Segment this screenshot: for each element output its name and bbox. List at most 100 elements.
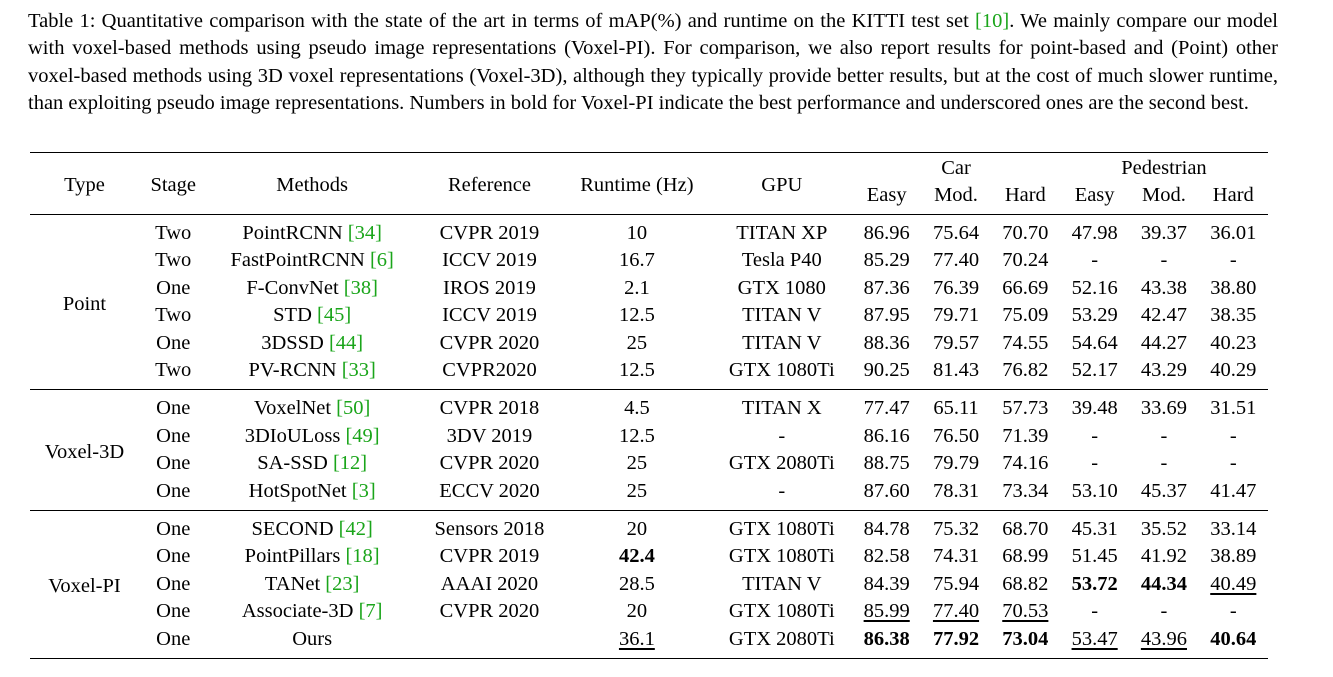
citation-link[interactable]: [18] xyxy=(345,545,380,568)
citation-link[interactable]: [45] xyxy=(317,304,352,327)
method-name: VoxelNet xyxy=(253,397,332,420)
ped-easy-value: 47.98 xyxy=(1071,222,1118,244)
stage-cell: Two xyxy=(155,249,192,272)
ped-mod-cell: - xyxy=(1129,450,1198,477)
runtime-cell: 25 xyxy=(562,478,711,511)
runtime-value: 20 xyxy=(626,600,648,623)
stage-cell: One xyxy=(156,572,191,595)
car-easy-cell: 84.78 xyxy=(852,511,921,544)
citation-link[interactable]: [49] xyxy=(345,424,380,447)
ped-easy-value: 53.29 xyxy=(1071,304,1118,327)
caption-citation[interactable]: [10] xyxy=(975,10,1010,32)
table-row: One 3DIoULoss [49] 3DV 2019 12.5 - 86.16 76.50… xyxy=(30,423,1268,450)
car-easy-cell: 87.36 xyxy=(852,275,921,302)
stage-cell: One xyxy=(156,397,191,420)
stage-cell: One xyxy=(156,452,191,475)
citation-link[interactable]: [44] xyxy=(328,331,364,354)
car-mod-cell: 79.57 xyxy=(921,330,990,357)
ped-hard-cell: - xyxy=(1199,423,1268,450)
citation-link[interactable]: [50] xyxy=(336,397,371,420)
car-hard-cell: 66.69 xyxy=(991,275,1060,302)
car-easy-value: 87.60 xyxy=(863,479,910,502)
car-hard-cell: 70.24 xyxy=(991,247,1060,274)
ped-mod-value: 39.37 xyxy=(1140,222,1187,244)
car-easy-cell: 88.36 xyxy=(852,330,921,357)
ped-hard-cell: 36.01 xyxy=(1199,215,1268,248)
table-row: Two PV-RCNN [33] CVPR2020 12.5 GTX 1080Ti 90.… xyxy=(30,357,1268,390)
header-runtime: Runtime (Hz) xyxy=(580,173,694,196)
citation-link[interactable]: [42] xyxy=(338,518,373,541)
car-easy-value: 88.36 xyxy=(863,331,910,354)
ped-hard-value: 31.51 xyxy=(1210,397,1257,420)
citation-link[interactable]: [33] xyxy=(341,359,376,382)
ped-mod-cell: 44.27 xyxy=(1129,330,1198,357)
ped-easy-cell: 39.48 xyxy=(1060,390,1129,423)
citation-link[interactable]: [38] xyxy=(343,276,378,299)
runtime-value: 12.5 xyxy=(618,424,655,447)
car-easy-value: 77.47 xyxy=(863,397,910,420)
car-hard-value: 70.24 xyxy=(1002,249,1049,272)
ped-hard-cell: - xyxy=(1199,450,1268,477)
car-mod-cell: 81.43 xyxy=(921,357,990,390)
car-easy-cell: 87.60 xyxy=(852,478,921,511)
header-type: Type xyxy=(64,173,105,196)
reference-cell: CVPR 2018 xyxy=(439,397,540,420)
runtime-cell: 36.1 xyxy=(562,626,711,659)
gpu-cell: - xyxy=(778,479,786,502)
ped-mod-cell: 35.52 xyxy=(1129,511,1198,544)
runtime-value: 36.1 xyxy=(618,627,655,650)
car-mod-cell: 75.32 xyxy=(921,511,990,544)
ped-mod-value: - xyxy=(1160,600,1168,623)
car-mod-cell: 65.11 xyxy=(921,390,990,423)
table-row: One HotSpotNet [3] ECCV 2020 25 - 87.60 78.31 7… xyxy=(30,478,1268,511)
car-easy-cell: 86.38 xyxy=(852,626,921,659)
type-cell: Voxel-3D xyxy=(44,441,125,464)
ped-hard-value: 40.49 xyxy=(1210,572,1257,595)
car-hard-value: 57.73 xyxy=(1002,397,1049,420)
car-mod-value: 79.71 xyxy=(932,304,980,327)
car-easy-cell: 77.47 xyxy=(852,390,921,423)
table-row: One PointPillars [18] CVPR 2019 42.4 GTX 108… xyxy=(30,543,1268,570)
ped-easy-value: 53.47 xyxy=(1071,627,1118,650)
car-mod-cell: 77.40 xyxy=(921,247,990,274)
method-cell: VoxelNet [50] xyxy=(208,390,417,423)
car-mod-cell: 79.79 xyxy=(921,450,990,477)
ped-mod-value: 42.47 xyxy=(1140,304,1187,327)
car-hard-value: 73.34 xyxy=(1002,479,1049,502)
citation-link[interactable]: [3] xyxy=(351,479,376,502)
car-easy-cell: 86.16 xyxy=(852,423,921,450)
reference-cell: CVPR 2020 xyxy=(439,331,540,354)
ped-hard-cell: 40.23 xyxy=(1199,330,1268,357)
ped-hard-cell: - xyxy=(1199,247,1268,274)
method-name: PV-RCNN xyxy=(248,359,337,382)
runtime-cell: 12.5 xyxy=(562,302,711,329)
header-reference: Reference xyxy=(447,173,532,196)
ped-easy-cell: - xyxy=(1060,598,1129,625)
car-easy-cell: 84.39 xyxy=(852,571,921,598)
reference-cell: 3DV 2019 xyxy=(446,424,533,447)
car-easy-cell: 82.58 xyxy=(852,543,921,570)
citation-link[interactable]: [7] xyxy=(358,600,383,623)
citation-link[interactable]: [23] xyxy=(325,572,360,595)
car-hard-value: 68.70 xyxy=(1002,518,1049,541)
ped-easy-cell: 45.31 xyxy=(1060,511,1129,544)
car-hard-cell: 68.82 xyxy=(991,571,1060,598)
runtime-value: 25 xyxy=(626,479,648,502)
car-easy-cell: 85.29 xyxy=(852,247,921,274)
citation-link[interactable]: [34] xyxy=(347,222,382,244)
reference-cell: CVPR 2020 xyxy=(439,452,540,475)
runtime-cell: 12.5 xyxy=(562,357,711,390)
car-easy-value: 86.96 xyxy=(863,222,910,244)
table-row: Two FastPointRCNN [6] ICCV 2019 16.7 Tesla P… xyxy=(30,247,1268,274)
method-name: HotSpotNet xyxy=(248,479,347,502)
citation-link[interactable]: [12] xyxy=(332,452,368,475)
ped-hard-value: 36.01 xyxy=(1210,222,1257,244)
method-cell: PointPillars [18] xyxy=(208,543,417,570)
car-easy-value: 84.39 xyxy=(863,572,910,595)
ped-easy-value: - xyxy=(1091,424,1099,447)
ped-mod-value: 43.96 xyxy=(1140,627,1187,650)
citation-link[interactable]: [6] xyxy=(369,249,394,272)
ped-mod-cell: 43.29 xyxy=(1129,357,1198,390)
ped-easy-value: 51.45 xyxy=(1071,545,1118,568)
gpu-cell: GTX 1080Ti xyxy=(728,600,835,623)
